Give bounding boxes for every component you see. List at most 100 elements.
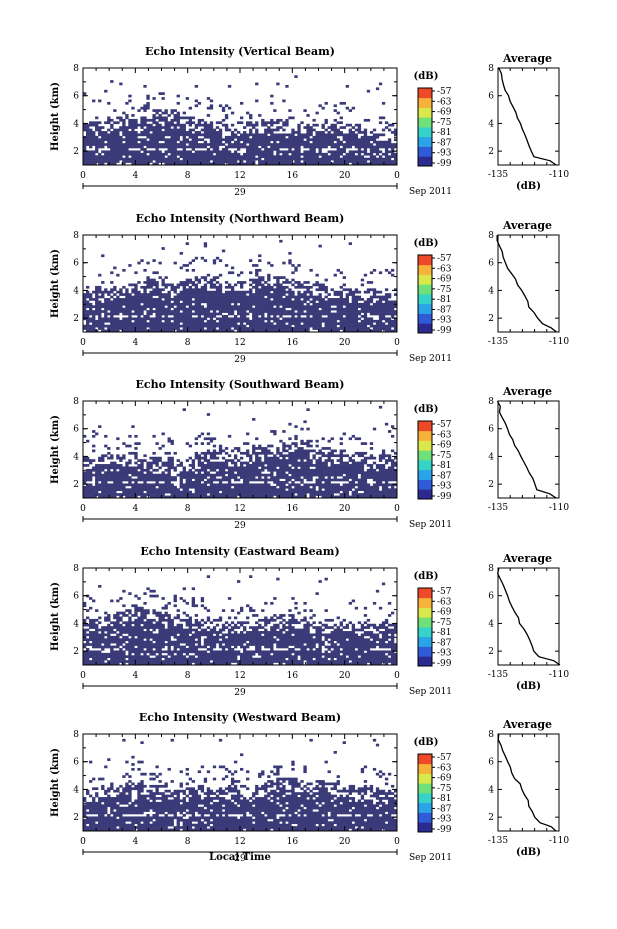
heatmap-cell [122, 317, 126, 321]
heatmap-cell [318, 451, 322, 455]
heatmap-cell [119, 468, 123, 472]
heatmap-cell [303, 140, 307, 144]
heatmap-cell [179, 493, 183, 496]
heatmap-cell [270, 485, 274, 489]
heatmap-cell [218, 324, 223, 328]
heatmap-cell [134, 471, 138, 475]
heatmap-cell [303, 461, 307, 465]
heatmap-cell [309, 305, 313, 309]
heatmap-cell [179, 290, 183, 294]
heatmap-cell [203, 454, 208, 458]
heatmap-cell [113, 157, 117, 161]
heatmap-cell [267, 295, 271, 299]
heatmap-cell [221, 162, 226, 166]
heatmap-cell [113, 307, 117, 311]
heatmap-cell [158, 261, 162, 265]
heatmap-cell [182, 162, 186, 166]
heatmap-cell [267, 317, 271, 321]
heatmap-cell [149, 295, 153, 299]
heatmap-cell [101, 157, 105, 161]
heatmap-cell [209, 437, 214, 441]
heatmap-cell [125, 101, 129, 105]
heatmap-cell [291, 315, 295, 318]
heatmap-cell [372, 148, 377, 151]
heatmap-cell [158, 319, 162, 323]
heatmap-cell [363, 310, 368, 313]
heatmap-cell [203, 145, 208, 149]
heatmap-cell [140, 145, 144, 149]
heatmap-cell [137, 488, 141, 492]
heatmap-cell [146, 278, 150, 282]
heatmap-cell [264, 456, 268, 460]
heatmap-cell [351, 327, 356, 330]
heatmap-cell [291, 131, 295, 134]
heatmap-cell [119, 305, 123, 309]
heatmap-cell [306, 155, 310, 159]
heatmap-cell [110, 488, 114, 492]
heatmap-cell [261, 140, 265, 144]
heatmap-cell [324, 495, 328, 499]
heatmap-cell [273, 454, 277, 458]
heatmap-cell [357, 138, 362, 142]
heatmap-cell [122, 152, 126, 156]
heatmap-cell [243, 485, 247, 489]
heatmap-cell [131, 150, 135, 154]
heatmap-cell [215, 157, 220, 161]
heatmap-cell [185, 478, 189, 482]
heatmap-cell [200, 451, 205, 455]
heatmap-cell [249, 271, 253, 275]
heatmap-cell [267, 290, 271, 294]
heatmap-cell [233, 324, 238, 328]
heatmap-cell [203, 310, 208, 313]
heatmap-cell [101, 305, 105, 309]
heatmap-cell [107, 485, 111, 489]
heatmap-cell [264, 493, 268, 496]
heatmap-cell [128, 483, 132, 487]
heatmap-cell [194, 483, 199, 487]
heatmap-cell [339, 327, 343, 330]
heatmap-cell [261, 490, 265, 494]
heatmap-cell [152, 118, 156, 122]
heatmap-cell [164, 468, 168, 472]
heatmap-cell [279, 324, 283, 328]
heatmap-cell [303, 145, 307, 149]
heatmap-cell [309, 468, 313, 472]
heatmap-cell [125, 126, 129, 129]
heatmap-cell [369, 300, 374, 304]
heatmap-cell [285, 285, 289, 289]
heatmap-cell [164, 143, 168, 146]
heatmap-cell [122, 118, 126, 122]
heatmap-cell [249, 162, 253, 166]
heatmap-cell [182, 135, 186, 139]
heatmap-cell [185, 442, 189, 445]
heatmap-cell [252, 490, 256, 494]
heatmap-cell [294, 75, 298, 78]
heatmap-cell [240, 451, 244, 455]
heatmap-cell [224, 140, 229, 144]
heatmap-cell [276, 322, 280, 326]
heatmap-cell [345, 305, 349, 309]
heatmap-cell [209, 302, 214, 306]
heatmap-cell [200, 478, 205, 482]
heatmap-cell [267, 140, 271, 144]
heatmap-cell [348, 319, 353, 323]
heatmap-cell [246, 442, 250, 445]
heatmap-cell [366, 145, 371, 149]
heatmap-cell [170, 493, 174, 496]
heatmap-cell [291, 476, 295, 479]
heatmap-cell [276, 476, 280, 479]
heatmap-cell [273, 290, 277, 294]
heatmap-cell [137, 302, 141, 306]
heatmap-cell [212, 276, 217, 279]
heatmap-cell [140, 319, 144, 323]
heatmap-cell [218, 495, 223, 499]
heatmap-cell [303, 451, 307, 455]
heatmap-cell [224, 315, 229, 318]
heatmap-cell [288, 300, 292, 304]
heatmap-cell [288, 109, 292, 112]
heatmap-cell [264, 138, 268, 142]
heatmap-cell [179, 293, 183, 296]
heatmap-cell [113, 329, 117, 333]
heatmap-cell [128, 131, 132, 134]
heatmap-cell [200, 143, 205, 146]
